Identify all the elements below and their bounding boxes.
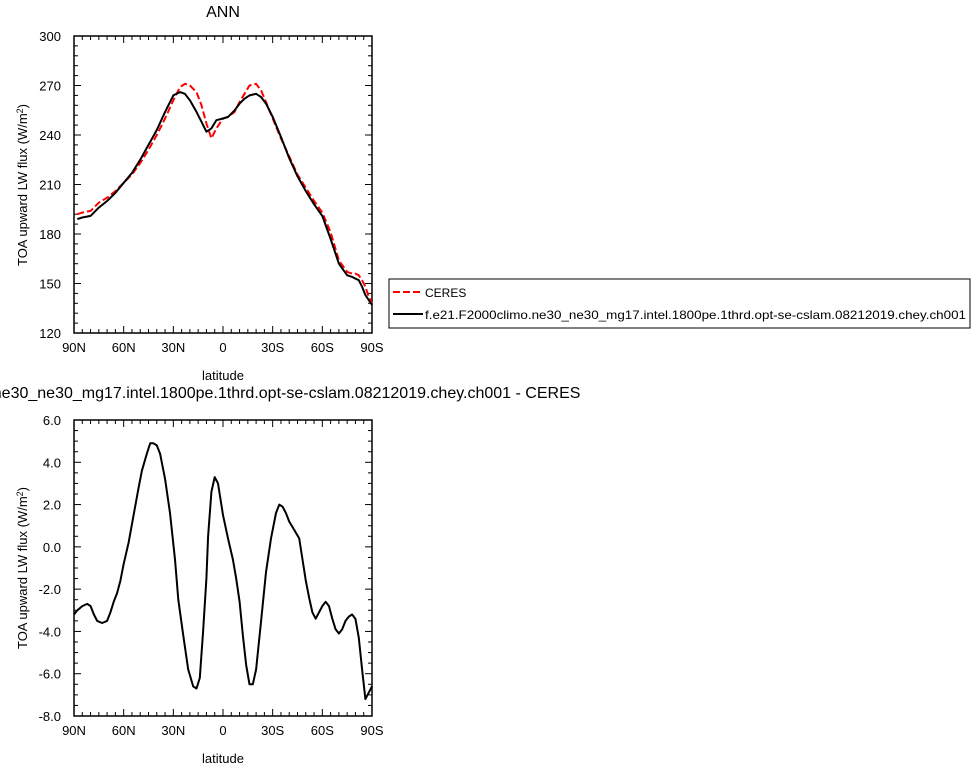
x-tick-label: 60N [112, 340, 136, 355]
legend-label-ceres: CERES [425, 286, 466, 300]
plot-frame [73, 35, 373, 334]
upper-y-axis-label: TOA upward LW flux (W/m2) [15, 104, 30, 266]
y-tick-label: -8.0 [39, 709, 61, 724]
x-tick-label: 60N [112, 723, 136, 738]
upper-chart-title: ANN [206, 4, 240, 21]
series-line-ceres [76, 82, 373, 304]
lower-panel-difference: f.e21.F2000climo.ne30_ne30_mg17.intel.18… [0, 385, 580, 766]
upper-x-axis-label: latitude [202, 368, 244, 383]
x-tick-label: 60S [311, 340, 334, 355]
y-tick-label: 300 [39, 29, 61, 44]
upper-panel-flux: ANN 90N 60N 30N 0 30S 60S 90S 120 150 180 210 240 27… [15, 4, 971, 383]
lower-y-axis-label: TOA upward LW flux (W/m2) [15, 487, 30, 649]
x-tick-label: 90N [62, 723, 86, 738]
x-tick-label: 30S [261, 340, 284, 355]
lower-x-axis-label: latitude [202, 751, 244, 766]
y-tick-label: 210 [39, 178, 61, 193]
x-tick-label: 0 [219, 723, 226, 738]
y-tick-label: -4.0 [39, 624, 61, 639]
x-tick-label: 60S [311, 723, 334, 738]
plot-frame [73, 419, 373, 717]
y-tick-label: 180 [39, 227, 61, 242]
y-tick-label: 120 [39, 326, 61, 341]
lower-chart-title: f.e21.F2000climo.ne30_ne30_mg17.intel.18… [0, 385, 580, 402]
y-tick-label: -6.0 [39, 667, 61, 682]
x-tick-label: 30N [161, 723, 185, 738]
series-line-model [73, 442, 373, 701]
y-tick-label: 150 [39, 277, 61, 292]
x-tick-label: 90S [360, 340, 383, 355]
y-tick-label: -2.0 [39, 582, 61, 597]
x-tick-label: 90S [360, 723, 383, 738]
legend-label-model: f.e21.F2000climo.ne30_ne30_mg17.intel.18… [425, 308, 966, 322]
x-tick-label: 30S [261, 723, 284, 738]
x-tick-label: 90N [62, 340, 86, 355]
upper-plot-area: 90N 60N 30N 0 30S 60S 90S 120 150 180 210 240 270 300 [39, 29, 384, 355]
y-tick-label: 4.0 [43, 455, 61, 470]
x-tick-label: 0 [219, 340, 226, 355]
y-tick-label: 270 [39, 79, 61, 94]
y-tick-label: 6.0 [43, 413, 61, 428]
series-line-model [76, 91, 373, 306]
legend: CERES f.e21.F2000climo.ne30_ne30_mg17.in… [388, 278, 971, 329]
legend-box [388, 278, 971, 329]
y-tick-label: 0.0 [43, 540, 61, 555]
y-tick-label: 2.0 [43, 498, 61, 513]
lower-plot-area: 90N 60N 30N 0 30S 60S 90S -8.0 -6.0 -4.0 -2.0 0.0 2.… [39, 413, 384, 738]
x-tick-label: 30N [161, 340, 185, 355]
y-tick-label: 240 [39, 128, 61, 143]
